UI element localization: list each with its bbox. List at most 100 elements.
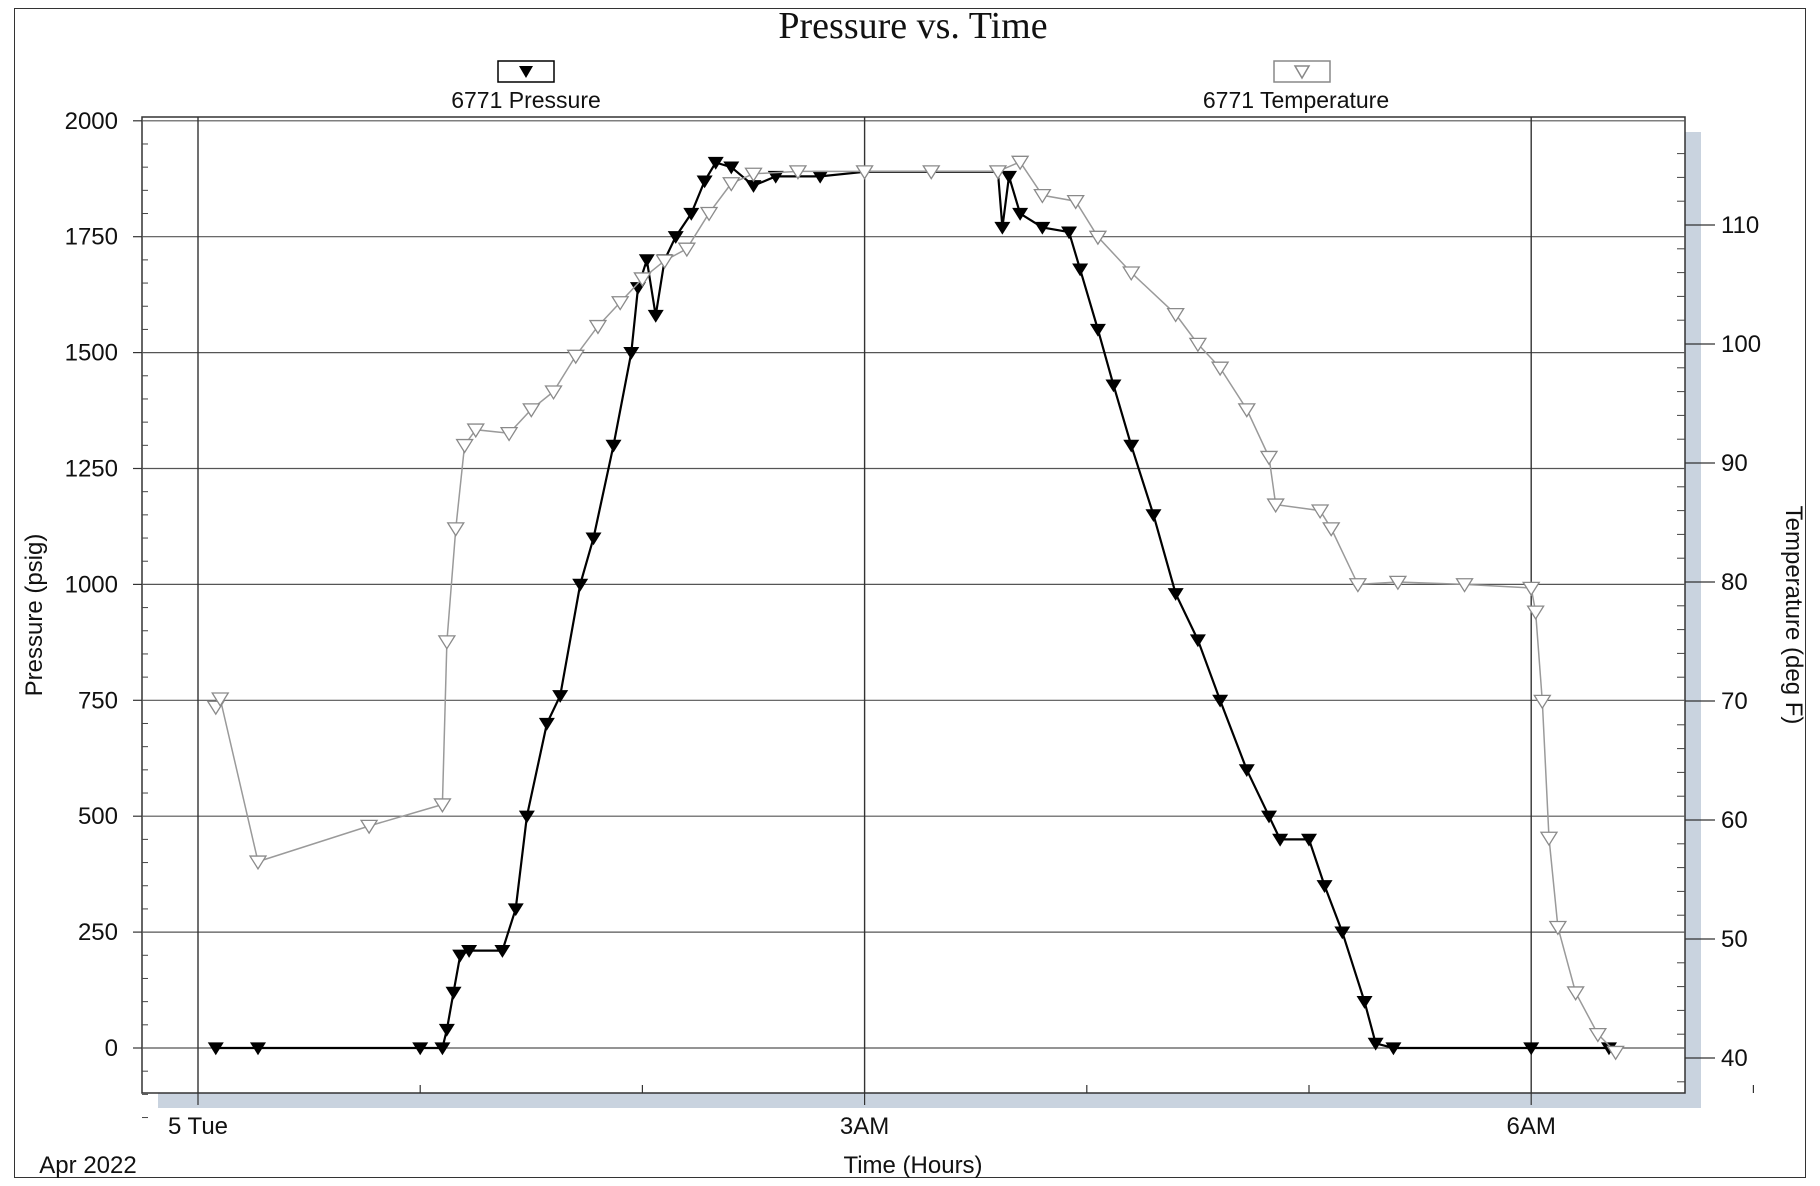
left-tick-label: 500 — [78, 803, 118, 830]
pressure-marker — [1001, 170, 1018, 184]
pressure-marker — [1334, 926, 1351, 940]
temperature-marker — [1066, 194, 1085, 210]
left-tick-label: 2000 — [65, 108, 118, 135]
left-axis-ticks: 0 250 500 750 1000 1250 1500 1750 2000 — [65, 108, 148, 1119]
temperature-marker — [455, 438, 474, 454]
temperature-marker — [744, 167, 763, 183]
pressure-marker — [707, 156, 724, 170]
temperature-marker — [1455, 578, 1474, 593]
temperature-marker — [522, 403, 541, 418]
pressure-marker — [538, 717, 555, 731]
x-tick-label: 5 Tue — [168, 1113, 228, 1140]
legend-item-temperature[interactable]: 6771 Temperature — [1203, 60, 1389, 113]
pressure-marker — [745, 180, 762, 193]
pressure-marker — [683, 207, 700, 221]
pressure-marker — [667, 231, 684, 244]
x-axis-label: Time (Hours) — [843, 1152, 982, 1179]
pressure-marker — [647, 309, 664, 323]
temperature-marker — [1259, 450, 1279, 466]
pressure-marker — [1089, 323, 1106, 337]
right-axis-ticks: 40 50 60 70 80 90 100 110 — [1677, 153, 1761, 1083]
x-tick-label: 3AM — [840, 1113, 889, 1140]
temperature-marker — [1539, 831, 1559, 847]
left-tick-label: 750 — [78, 687, 118, 714]
pressure-marker — [696, 175, 713, 189]
right-tick-label: 110 — [1721, 212, 1759, 239]
grid-lines — [142, 117, 1685, 1093]
x-axis-ticks: 5 Tue 3AM 6AM — [168, 1085, 1755, 1140]
temperature-marker — [466, 423, 485, 439]
pressure-marker — [1261, 810, 1278, 824]
temperature-marker — [1522, 581, 1541, 597]
pressure-marker — [1105, 379, 1122, 393]
right-axis-label: Temperature (deg F) — [1780, 506, 1807, 725]
pressure-marker — [767, 170, 784, 184]
chart-title: Pressure vs. Time — [778, 5, 1047, 47]
legend-item-pressure[interactable]: 6771 Pressure — [451, 60, 601, 113]
pressure-marker — [494, 945, 511, 958]
temperature-marker — [1388, 575, 1408, 591]
temperature-marker — [446, 522, 465, 537]
temperature-marker — [433, 798, 452, 813]
temperature-marker — [211, 692, 230, 708]
temperature-marker — [722, 177, 741, 192]
legend-marker-temperature — [1293, 65, 1311, 80]
legend-label-pressure: 6771 Pressure — [451, 87, 601, 113]
temperature-marker — [922, 165, 941, 180]
left-tick-label: 1500 — [65, 340, 118, 367]
x-axis-date-label: Apr 2022 — [39, 1152, 136, 1179]
legend-marker-pressure — [519, 66, 533, 78]
temperature-marker — [1348, 578, 1368, 593]
temperature-marker — [1188, 337, 1208, 353]
left-axis-label: Pressure (psig) — [21, 534, 48, 697]
temperature-marker — [499, 427, 519, 442]
pressure-marker — [452, 949, 469, 963]
pressure-marker — [812, 170, 829, 184]
pressure-marker — [1367, 1037, 1384, 1051]
temperature-marker — [1088, 230, 1108, 246]
right-tick-label: 100 — [1721, 331, 1761, 358]
pressure-marker — [1238, 764, 1255, 778]
temperature-marker — [1237, 403, 1256, 418]
pressure-marker — [1189, 634, 1206, 648]
temperature-marker — [699, 206, 719, 222]
temperature-marker — [1166, 308, 1185, 323]
pressure-marker — [434, 1042, 451, 1056]
pressure-marker — [1123, 439, 1140, 453]
temperature-marker — [611, 296, 630, 311]
temperature-marker — [633, 272, 652, 287]
pressure-marker — [1061, 226, 1078, 240]
series-temperature — [206, 155, 1625, 1061]
series-layer — [206, 155, 1625, 1061]
pressure-marker — [552, 690, 569, 703]
pressure-marker — [438, 1023, 455, 1037]
pressure-marker — [638, 254, 655, 268]
temperature-marker — [855, 165, 874, 180]
temperature-marker — [677, 242, 697, 258]
temperature-marker — [359, 819, 379, 835]
pressure-marker — [1212, 694, 1229, 708]
temperature-marker — [1526, 605, 1545, 621]
pressure-marker — [994, 221, 1011, 235]
pressure-marker — [518, 810, 535, 824]
legend: 6771 Pressure 6771 Temperature — [451, 60, 1389, 113]
pressure-marker — [723, 161, 740, 175]
pressure-marker — [1145, 509, 1162, 523]
temperature-marker — [588, 319, 608, 335]
temperature-marker — [788, 165, 808, 180]
pressure-marker — [1072, 263, 1089, 277]
temperature-marker — [437, 635, 457, 650]
temperature-marker — [1533, 694, 1552, 710]
pressure-marker — [585, 532, 602, 546]
temperature-marker — [1210, 361, 1230, 377]
pressure-marker — [1356, 996, 1373, 1009]
temperature-marker — [1566, 986, 1585, 1001]
x-tick-label: 6AM — [1507, 1113, 1556, 1140]
left-tick-label: 1000 — [65, 571, 118, 598]
temperature-marker — [1588, 1027, 1608, 1043]
pressure-marker — [572, 578, 589, 592]
right-tick-label: 50 — [1721, 926, 1748, 953]
temperature-marker — [1548, 920, 1568, 936]
temperature-marker — [1322, 522, 1341, 537]
